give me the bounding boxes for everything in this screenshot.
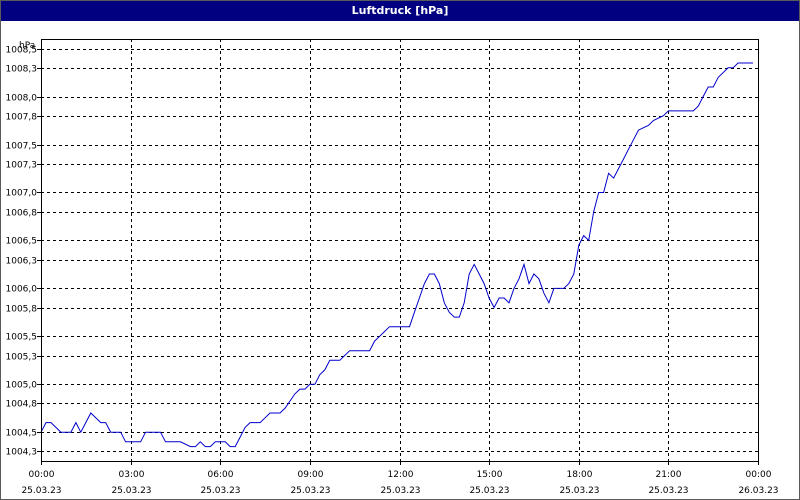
y-tick-label: 1007,5: [6, 142, 38, 152]
y-tick-label: 1008,5: [6, 46, 38, 56]
y-axis-unit-label: hPa: [19, 41, 35, 51]
y-tick-label: 1007,3: [6, 161, 38, 171]
chart-title: Luftdruck [hPa]: [1, 1, 799, 21]
y-tick-label: 1004,5: [6, 429, 38, 439]
y-tick-label: 1007,0: [6, 189, 38, 199]
y-tick-label: 1004,3: [6, 448, 38, 458]
y-tick-label: 1007,8: [6, 113, 38, 123]
y-tick-label: 1005,0: [6, 381, 38, 391]
x-tick-date-label: 25.03.23: [111, 486, 151, 496]
y-tick-label: 1008,0: [6, 94, 38, 104]
x-tick-time-label: 18:00: [567, 470, 593, 480]
y-tick-label: 1005,3: [6, 353, 38, 363]
gridlines: [41, 39, 758, 461]
x-tick-date-label: 25.03.23: [559, 486, 599, 496]
x-tick-date-label: 25.03.23: [380, 486, 420, 496]
series-layer: [40, 62, 753, 448]
x-tick-time-label: 09:00: [298, 470, 324, 480]
y-tick-label: 1006,5: [6, 237, 38, 247]
x-tick-date-label: 25.03.23: [648, 486, 688, 496]
x-tick-time-label: 06:00: [208, 470, 234, 480]
x-tick-date-label: 26.03.23: [738, 486, 778, 496]
x-tick-time-label: 15:00: [477, 470, 503, 480]
x-tick-time-label: 12:00: [388, 470, 414, 480]
x-tick-time-label: 03:00: [119, 470, 145, 480]
y-axis-ticks: 1004,3 1004,5 1004,8 1005,0 1005,3 1005,5 1005…: [6, 46, 41, 458]
series-line: [40, 62, 753, 448]
x-tick-date-label: 25.03.23: [469, 486, 509, 496]
x-tick-date-label: 25.03.23: [200, 486, 240, 496]
y-tick-label: 1008,3: [6, 65, 38, 75]
x-tick-time-label: 00:00: [746, 470, 772, 480]
x-tick-time-label: 00:00: [29, 470, 55, 480]
x-tick-date-label: 25.03.23: [290, 486, 330, 496]
y-tick-label: 1006,8: [6, 209, 38, 219]
y-tick-label: 1005,8: [6, 305, 38, 315]
x-axis-ticks: 00:00 25.03.23 03:00 25.03.23 06:00 25.03.23 0…: [21, 461, 779, 496]
y-tick-label: 1006,3: [6, 257, 38, 267]
y-tick-label: 1005,5: [6, 333, 38, 343]
y-tick-label: 1006,0: [6, 285, 38, 295]
x-tick-time-label: 21:00: [656, 470, 682, 480]
y-tick-label: 1004,8: [6, 400, 38, 410]
x-tick-date-label: 25.03.23: [21, 486, 61, 496]
